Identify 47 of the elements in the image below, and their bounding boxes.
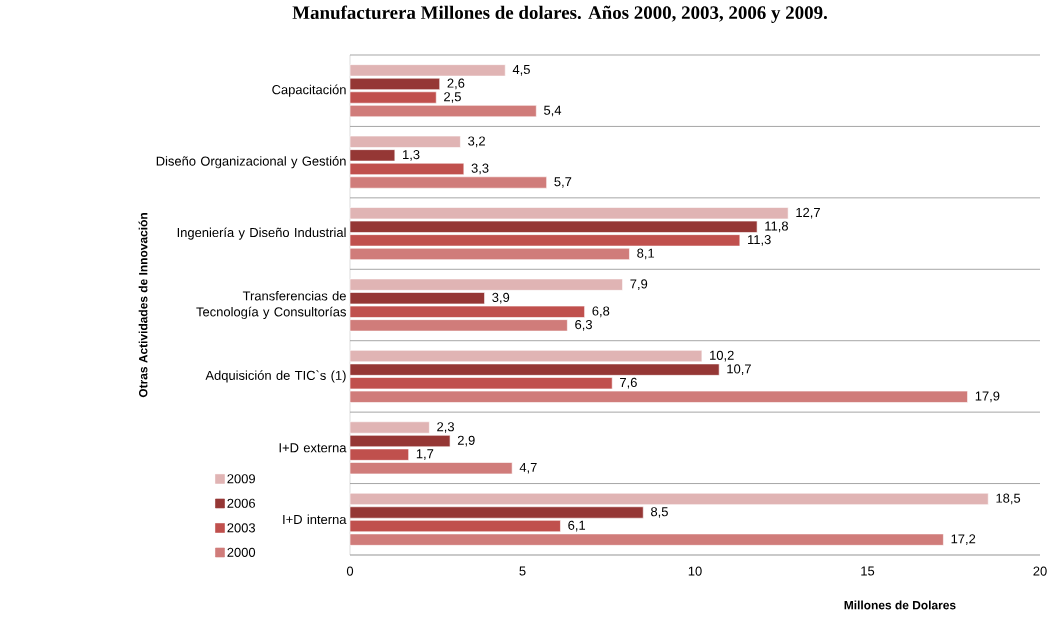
x-tick-label: 15	[861, 566, 875, 576]
data-label: 5,4	[544, 105, 562, 117]
x-tick-label: 20	[1033, 566, 1047, 576]
y-axis-title: Otras Actividades de Innovación	[138, 213, 148, 398]
data-label: 17,9	[975, 391, 1000, 403]
chart-title: Manufacturera Millones de dolares. Años 2000, 2003, 2006 y 2009.	[292, 5, 827, 23]
data-label: 3,2	[468, 136, 485, 148]
data-label: 11,3	[748, 235, 771, 246]
data-label: 18,5	[996, 493, 1021, 505]
data-label: 7,9	[630, 279, 648, 290]
data-label: 17,2	[951, 534, 976, 545]
y-tick-label: Ingeniería y Diseño Industrial	[177, 227, 346, 240]
legend-label: 2006	[227, 498, 256, 508]
data-label: 4,5	[512, 65, 530, 76]
data-label: 2,9	[457, 435, 475, 447]
data-label: 2,5	[444, 92, 461, 103]
data-label: 6,1	[568, 520, 586, 532]
data-label: 12,7	[796, 207, 820, 219]
data-label: 3,3	[471, 163, 489, 175]
y-tick-label: Transferencias de Tecnología y Consultorías	[196, 290, 346, 319]
y-tick-label: Diseño Organizacional y Gestión	[156, 156, 346, 169]
data-label: 4,7	[519, 462, 537, 474]
data-label: 8,5	[651, 507, 668, 518]
data-label: 2,6	[447, 78, 465, 90]
data-label: 7,6	[620, 377, 637, 389]
x-tick-label: 0	[346, 566, 354, 576]
y-tick-label: I+D interna	[283, 514, 347, 525]
data-label: 6,3	[575, 320, 592, 331]
data-label: 1,3	[403, 150, 420, 161]
data-label: 10,2	[710, 350, 734, 362]
data-label: 1,7	[416, 449, 434, 460]
legend-label: 2003	[227, 523, 256, 533]
data-label: 11,8	[765, 221, 788, 233]
x-axis-title: Millones de Dolares	[844, 600, 956, 610]
data-label: 3,9	[492, 292, 510, 304]
data-label: 8,1	[637, 248, 655, 260]
data-label: 2,3	[437, 422, 454, 433]
data-label: 6,8	[592, 306, 610, 318]
y-tick-label: I+D externa	[279, 443, 347, 453]
x-tick-label: 10	[688, 566, 702, 576]
data-label: 10,7	[727, 364, 751, 375]
data-label: 5,7	[554, 177, 572, 188]
y-tick-label: Adquisición de TIC`s (1)	[205, 370, 346, 383]
legend-label: 2000	[227, 547, 256, 557]
x-tick-label: 5	[519, 566, 526, 576]
legend-label: 2009	[227, 474, 255, 484]
y-tick-label: Capacitación	[272, 84, 346, 97]
